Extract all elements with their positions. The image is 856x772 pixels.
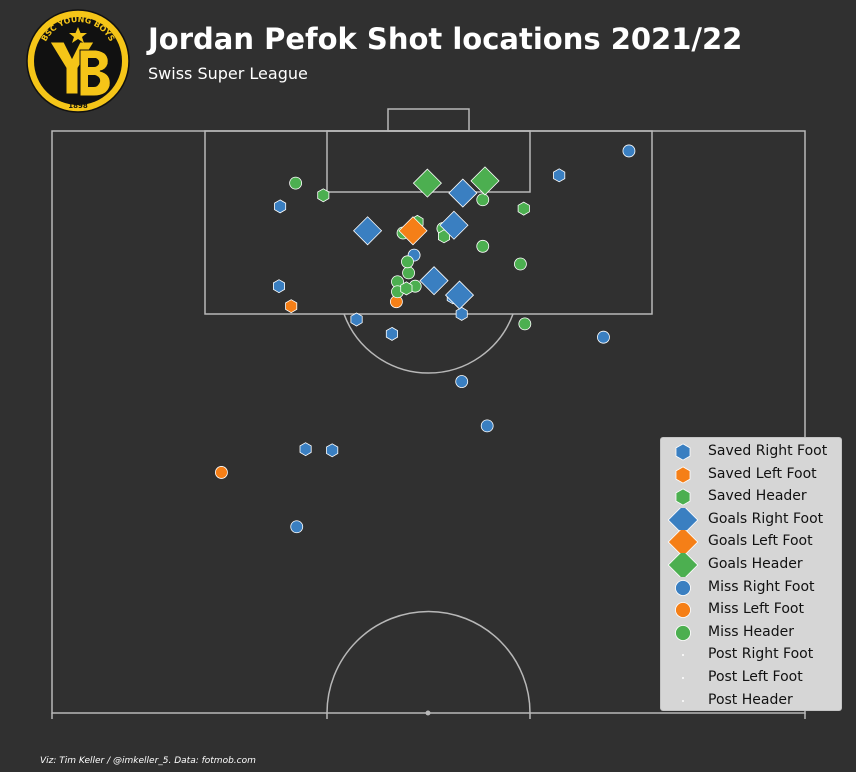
legend-marker — [682, 699, 684, 702]
legend-marker — [667, 553, 699, 577]
shot-marker-saved-header-1 — [517, 201, 530, 216]
shot-marker-saved-right-foot-6 — [385, 326, 399, 341]
shot-marker-miss-left-foot-1 — [215, 466, 228, 479]
shot-marker-miss-header-6 — [402, 266, 415, 280]
shot-marker-saved-left-foot-0 — [285, 299, 298, 314]
shot-marker-miss-right-foot-3 — [455, 375, 469, 388]
legend-label: Saved Header — [708, 488, 807, 505]
shot-marker-goals-right-foot-0 — [448, 178, 478, 208]
legend-entry-goals-header: Goals Header — [661, 553, 843, 577]
center-circle — [326, 610, 531, 714]
legend-label: Post Right Foot — [708, 646, 814, 663]
legend-label: Miss Right Foot — [708, 578, 815, 595]
shot-marker-saved-right-foot-8 — [299, 442, 312, 457]
legend-marker — [675, 624, 691, 641]
shot-marker-goals-right-foot-2 — [439, 210, 469, 240]
shot-marker-saved-right-foot-1 — [553, 168, 566, 183]
legend-marker — [675, 602, 691, 619]
shot-marker-miss-header-0 — [289, 176, 303, 190]
legend-label: Goals Left Foot — [708, 533, 813, 550]
shot-marker-miss-right-foot-2 — [597, 330, 610, 344]
shot-marker-goals-header-0 — [412, 168, 442, 198]
shot-marker-miss-header-4 — [476, 239, 490, 253]
legend-marker — [682, 677, 684, 679]
legend-entry-saved-right-foot: Saved Right Foot — [661, 440, 843, 463]
legend-marker-shape — [682, 677, 684, 679]
shot-marker-saved-right-foot-4 — [455, 306, 468, 321]
legend-entry-miss-left-foot: Miss Left Foot — [661, 598, 843, 621]
shot-marker-miss-right-foot-5 — [290, 520, 304, 534]
legend-entry-post-right-foot: Post Right Foot — [661, 643, 843, 666]
legend-label: Saved Right Foot — [708, 443, 828, 459]
legend-entry-goals-left-foot: Goals Left Foot — [661, 530, 843, 555]
chart-subtitle: Swiss Super League — [148, 64, 308, 83]
legend-label: Saved Left Foot — [708, 465, 817, 482]
legend-marker-shape — [667, 553, 699, 577]
legend-marker-shape — [682, 654, 684, 657]
legend-marker-shape — [675, 488, 691, 506]
chart-title: Jordan Pefok Shot locations 2021/22 — [148, 22, 743, 56]
shot-marker-saved-right-foot-0 — [274, 199, 287, 214]
legend-entry-miss-right-foot: Miss Right Foot — [661, 576, 843, 599]
shot-marker-goals-right-foot-3 — [419, 266, 449, 296]
shot-marker-goals-left-foot-0 — [398, 216, 428, 246]
shot-marker-saved-right-foot-7 — [326, 443, 339, 458]
shot-marker-miss-header-7 — [401, 255, 414, 269]
legend-marker — [675, 466, 691, 484]
legend-marker — [667, 507, 699, 532]
legend-marker — [675, 579, 691, 596]
shot-markers — [215, 144, 636, 534]
legend-label: Goals Header — [708, 556, 803, 572]
shot-marker-saved-header-0 — [317, 188, 330, 203]
legend-entry-goals-right-foot: Goals Right Foot — [661, 507, 843, 532]
legend-label: Post Header — [708, 691, 793, 708]
credit-text: Viz: Tim Keller / @imkeller_5. Data: fot… — [40, 756, 256, 766]
legend-marker — [667, 530, 699, 555]
shot-marker-miss-header-5 — [514, 257, 527, 271]
shot-marker-miss-right-foot-4 — [480, 419, 494, 433]
shot-marker-saved-right-foot-3 — [350, 312, 363, 327]
legend-entry-miss-header: Miss Header — [661, 621, 843, 644]
legend-label: Post Left Foot — [708, 669, 803, 685]
legend-label: Goals Right Foot — [708, 510, 824, 527]
legend-label: Miss Header — [708, 623, 794, 640]
legend-marker-shape — [675, 443, 691, 461]
legend-entry-saved-header: Saved Header — [661, 485, 843, 508]
shot-marker-saved-right-foot-2 — [272, 279, 286, 294]
legend-marker-shape — [675, 602, 691, 619]
club-crest-logo: 1898 BSC YOUNG BOYS — [26, 9, 130, 113]
legend-label: Miss Left Foot — [708, 601, 804, 618]
legend-marker-shape — [675, 624, 691, 641]
pitch-lines — [51, 108, 806, 719]
shot-marker-miss-header-3 — [476, 193, 490, 207]
legend-marker — [682, 654, 684, 657]
crest-year: 1898 — [68, 102, 88, 110]
legend: Saved Right Foot Saved Left Foot Saved Hea… — [660, 437, 842, 711]
shot-marker-goals-right-foot-1 — [353, 216, 383, 246]
legend-entry-post-left-foot: Post Left Foot — [661, 666, 843, 689]
legend-marker-shape — [675, 466, 691, 484]
shot-marker-goals-right-foot-4 — [444, 280, 475, 310]
legend-marker — [675, 443, 691, 461]
center-spot — [425, 710, 431, 716]
legend-marker-shape — [675, 579, 691, 596]
shot-marker-miss-header-11 — [518, 317, 532, 331]
penalty-arc — [343, 313, 514, 374]
legend-marker-shape — [667, 530, 699, 555]
shot-marker-goals-header-1 — [470, 166, 500, 196]
legend-entry-saved-left-foot: Saved Left Foot — [661, 463, 843, 486]
shot-marker-miss-right-foot-0 — [622, 144, 636, 158]
goal — [387, 108, 470, 132]
legend-marker-shape — [682, 699, 684, 702]
shot-marker-saved-header-4 — [400, 281, 413, 296]
legend-entry-post-header: Post Header — [661, 689, 843, 712]
legend-marker-shape — [667, 507, 699, 532]
legend-marker — [675, 488, 691, 506]
